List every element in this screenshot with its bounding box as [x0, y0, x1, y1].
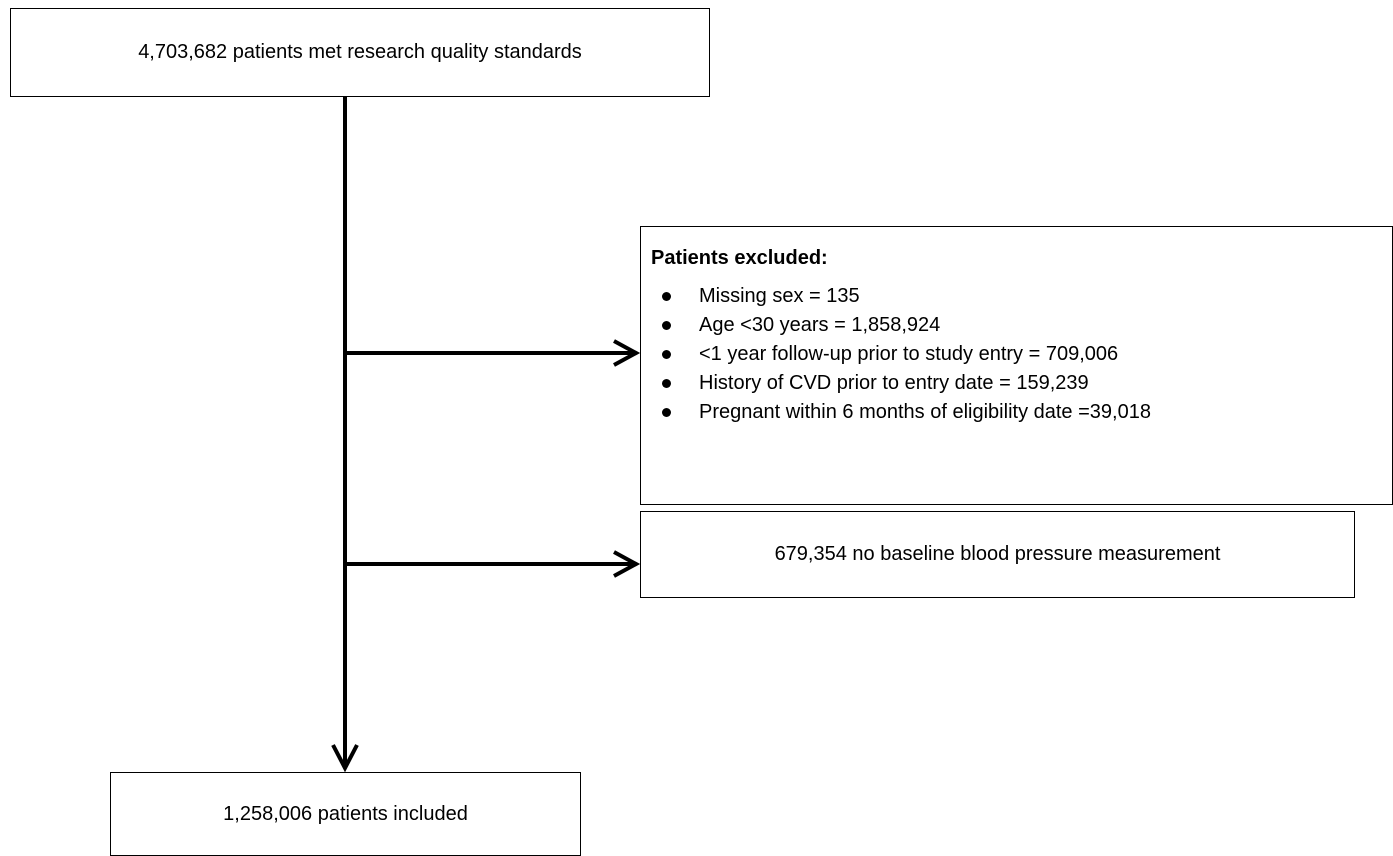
exclusion-item: Missing sex = 135 — [662, 282, 1392, 311]
arrow-head — [613, 339, 641, 367]
arrow-head — [613, 550, 641, 578]
exclusion-box: Patients excluded: Missing sex = 135 Age … — [640, 226, 1393, 505]
start-box: 4,703,682 patients met research quality … — [10, 8, 710, 97]
arrow-head — [331, 744, 359, 773]
exclusion-item: Age <30 years = 1,858,924 — [662, 311, 1392, 340]
exclusion-item: <1 year follow-up prior to study entry =… — [662, 340, 1392, 369]
exclusion-item: Pregnant within 6 months of eligibility … — [662, 398, 1392, 427]
exclusion-list: Missing sex = 135 Age <30 years = 1,858,9… — [651, 282, 1392, 427]
exclusion-item: History of CVD prior to entry date = 159… — [662, 369, 1392, 398]
node-label: 4,703,682 patients met research quality … — [138, 41, 582, 63]
exclusion-box: 679,354 no baseline blood pressure measu… — [640, 511, 1355, 598]
node-label: 1,258,006 patients included — [223, 802, 468, 825]
end-box: 1,258,006 patients included — [110, 772, 581, 856]
node-label: 679,354 no baseline blood pressure measu… — [774, 543, 1221, 565]
exclusion-title: Patients excluded: — [651, 247, 828, 269]
